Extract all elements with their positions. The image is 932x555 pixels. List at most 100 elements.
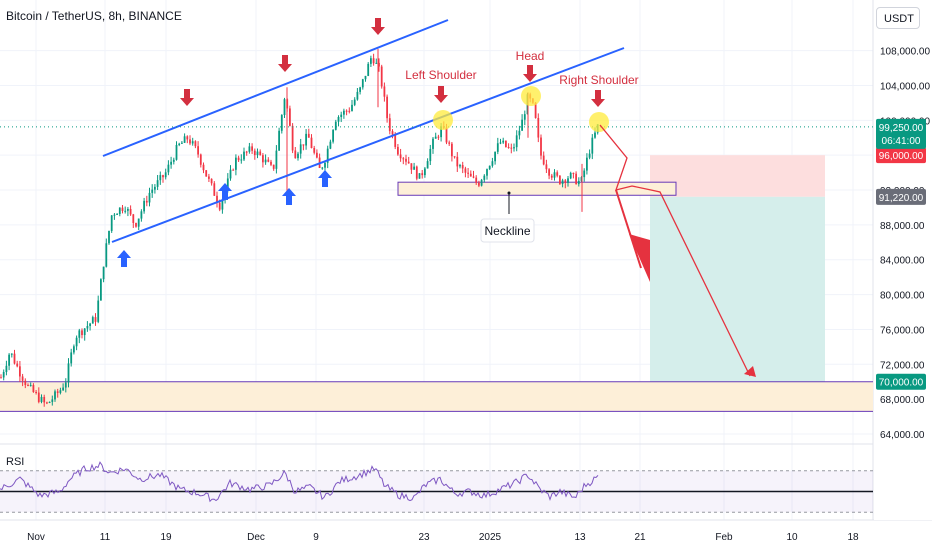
candle-body	[100, 279, 102, 301]
candle-body	[316, 152, 318, 158]
candle-body	[486, 169, 488, 176]
candle-body	[13, 353, 16, 364]
candle-body	[97, 300, 100, 322]
candle-body	[59, 390, 62, 393]
candle-body	[521, 119, 523, 131]
candle-body	[27, 384, 29, 386]
candle-body	[256, 151, 259, 156]
candle-body	[64, 382, 67, 388]
candle-body	[19, 366, 21, 377]
price-axis-tick: 84,000.00	[880, 256, 925, 267]
candle-body	[229, 169, 232, 179]
candle-body	[202, 164, 205, 171]
candle-body	[29, 385, 32, 387]
candle-body	[70, 352, 73, 364]
price-axis-tick: 68,000.00	[880, 395, 925, 406]
candle-body	[94, 317, 97, 322]
highlight-circle	[589, 112, 609, 132]
candle-body	[324, 162, 326, 168]
candle-body	[291, 125, 294, 151]
candle-body	[583, 170, 586, 178]
channel-lower-line	[111, 47, 625, 243]
candle-body	[51, 399, 54, 402]
candle-body	[480, 179, 483, 186]
arrow-up-icon	[318, 170, 332, 187]
drawings-layer: Left Shoulder Head Right Shoulder Neckline	[0, 18, 873, 377]
candle-body	[186, 136, 189, 140]
candle-body	[24, 380, 27, 385]
candle-body	[550, 175, 553, 178]
candle-body	[388, 118, 391, 132]
candle-body	[48, 401, 51, 403]
candle-body	[272, 164, 275, 169]
candle-body	[467, 172, 469, 174]
candle-body	[2, 371, 5, 378]
arrow-up-icon	[282, 188, 296, 205]
candle-body	[37, 392, 40, 402]
candle-body	[302, 144, 305, 146]
candle-body	[118, 207, 121, 214]
channel-upper-line	[102, 19, 449, 157]
arrow-up-icon	[117, 250, 131, 267]
time-axis: Nov 11 19 Dec 9 23 2025 13 21 Feb 10 18	[27, 532, 859, 543]
candle-body	[283, 99, 286, 115]
time-axis-tick: 11	[100, 532, 111, 543]
projection-arrowhead-icon	[744, 366, 756, 377]
candle-body	[415, 166, 418, 179]
candle-body	[189, 139, 191, 144]
candle-body	[62, 387, 64, 391]
candle-body	[429, 148, 432, 162]
candle-body	[197, 146, 199, 155]
candle-body	[464, 168, 467, 173]
candle-body	[248, 146, 251, 152]
candle-body	[132, 214, 135, 223]
currency-button[interactable]: USDT	[876, 7, 920, 29]
candle-body	[73, 346, 75, 353]
candle-body	[499, 142, 502, 144]
candle-body	[432, 138, 434, 149]
arrow-down-icon	[180, 89, 194, 106]
candle-body	[221, 199, 224, 210]
candle-body	[380, 66, 383, 87]
candle-body	[83, 328, 86, 336]
candle-body	[162, 175, 164, 178]
arrow-down-icon	[523, 65, 537, 82]
candle-body	[548, 169, 550, 176]
candle-body	[21, 376, 24, 381]
candle-body	[151, 189, 154, 193]
candle-body	[108, 230, 110, 244]
candle-body	[588, 153, 591, 158]
candle-body	[448, 142, 451, 144]
price-tag-1	[876, 188, 926, 205]
candle-body	[226, 178, 229, 191]
candle-body	[418, 173, 421, 179]
candle-body	[351, 104, 353, 111]
candle-body	[235, 157, 237, 170]
price-tag-0	[876, 147, 926, 164]
neckline-label: Neckline	[484, 224, 530, 238]
time-axis-tick: Dec	[247, 532, 265, 543]
candle-body	[364, 75, 367, 80]
candle-body	[127, 208, 129, 211]
candle-body	[137, 218, 140, 227]
candle-body	[289, 108, 291, 126]
candle-body	[545, 164, 548, 170]
candle-body	[140, 211, 143, 219]
price-tag-label: 91,220.00	[879, 193, 924, 204]
candle-body	[170, 161, 172, 165]
candle-body	[313, 148, 316, 153]
price-axis-tick: 72,000.00	[880, 360, 925, 371]
candle-body	[259, 151, 262, 156]
candle-body	[488, 165, 491, 170]
candle-body	[334, 121, 337, 130]
candle-body	[515, 135, 518, 148]
candle-body	[172, 159, 175, 162]
candle-body	[253, 150, 256, 156]
candle-body	[386, 96, 388, 119]
candle-body	[56, 391, 59, 393]
candle-body	[54, 391, 56, 400]
candle-body	[305, 133, 307, 146]
candle-body	[78, 330, 81, 338]
